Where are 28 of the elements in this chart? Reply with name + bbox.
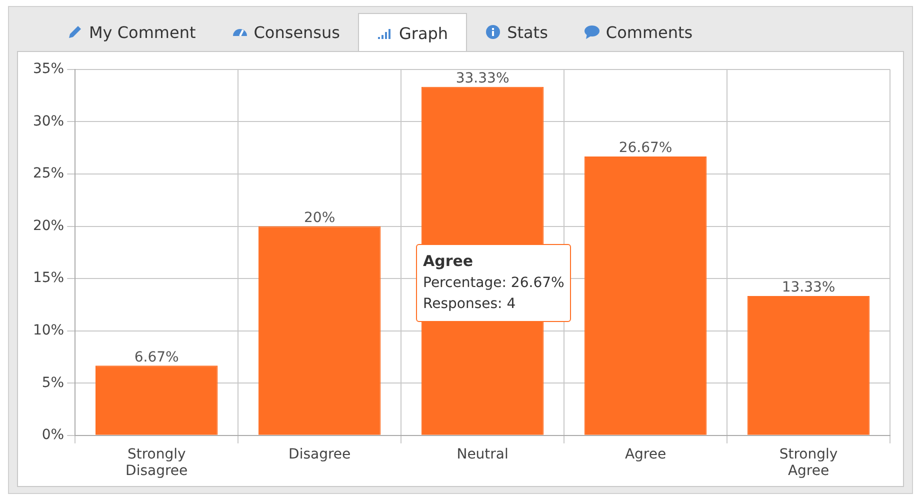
data-label: 13.33% bbox=[782, 280, 836, 296]
bar bbox=[747, 296, 870, 435]
text: Consensus bbox=[254, 22, 340, 42]
text: Graph bbox=[398, 24, 448, 42]
y-tick-label: 30% bbox=[32, 113, 64, 130]
text: Stats bbox=[507, 22, 548, 42]
x-tick-label: Disagree bbox=[288, 446, 351, 462]
x-tick-label: Strongly Agree bbox=[779, 446, 838, 480]
y-tick-label: 20% bbox=[32, 218, 64, 234]
text: Comments bbox=[606, 22, 693, 42]
y-tick-label: 35% bbox=[32, 61, 64, 78]
x-tick-label: Agree bbox=[624, 446, 666, 462]
data-label: 20% bbox=[304, 210, 336, 226]
bar bbox=[584, 156, 707, 435]
data-label: 33.33% bbox=[456, 70, 510, 87]
y-tick-label: 5% bbox=[42, 374, 64, 391]
x-tick-label: Strongly Disagree bbox=[126, 446, 188, 480]
bar bbox=[95, 366, 218, 435]
y-tick-label: 25% bbox=[32, 166, 64, 182]
data-label: 26.67% bbox=[618, 140, 672, 156]
text: My Comment bbox=[89, 22, 196, 42]
x-tick-label: Neutral bbox=[456, 446, 508, 462]
y-tick-label: 10% bbox=[32, 322, 64, 338]
y-tick-label: 15% bbox=[32, 270, 64, 286]
y-tick-label: 0% bbox=[42, 427, 64, 444]
annotation: Agree Percentage: 26.67% Responses: 4 bbox=[423, 252, 564, 314]
bar bbox=[258, 226, 381, 435]
data-label: 6.67% bbox=[134, 349, 179, 366]
